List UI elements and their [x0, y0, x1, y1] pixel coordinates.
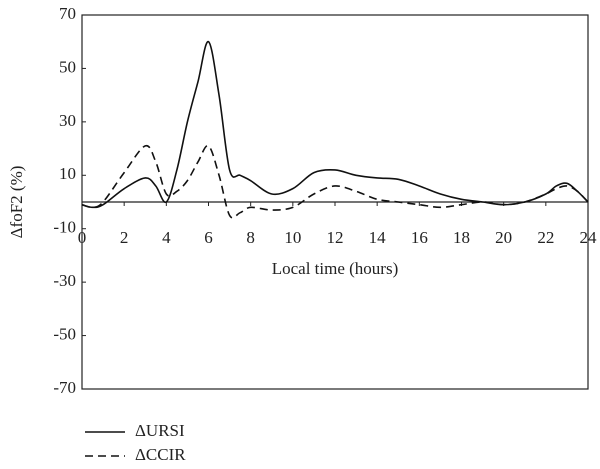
legend-label: ΔURSI [135, 421, 185, 440]
x-tick-label: 6 [204, 228, 213, 247]
x-tick-label: 8 [246, 228, 255, 247]
y-axis-label: ΔfoF2 (%) [7, 166, 26, 239]
y-tick-label: 70 [59, 4, 76, 23]
y-tick-label: -50 [53, 324, 76, 343]
y-tick-label: 10 [59, 164, 76, 183]
y-tick-label: -30 [53, 271, 76, 290]
x-tick-label: 12 [327, 228, 344, 247]
x-axis-label: Local time (hours) [272, 259, 399, 278]
y-tick-label: 50 [59, 57, 76, 76]
legend-label: ΔCCIR [135, 445, 186, 464]
series-line [81, 144, 589, 219]
y-tick-label: -10 [53, 218, 76, 237]
x-tick-label: 22 [537, 228, 554, 247]
x-tick-label: 10 [284, 228, 301, 247]
series-line [81, 40, 589, 209]
y-tick-label: 30 [59, 111, 76, 130]
x-tick-label: 18 [453, 228, 470, 247]
y-tick-label: -70 [53, 378, 76, 397]
x-tick-label: 16 [411, 228, 428, 247]
x-tick-label: 2 [120, 228, 129, 247]
x-tick-label: 20 [495, 228, 512, 247]
x-tick-label: 14 [369, 228, 387, 247]
x-tick-label: 4 [162, 228, 171, 247]
x-tick-label: 24 [580, 228, 598, 247]
x-tick-label: 0 [78, 228, 87, 247]
